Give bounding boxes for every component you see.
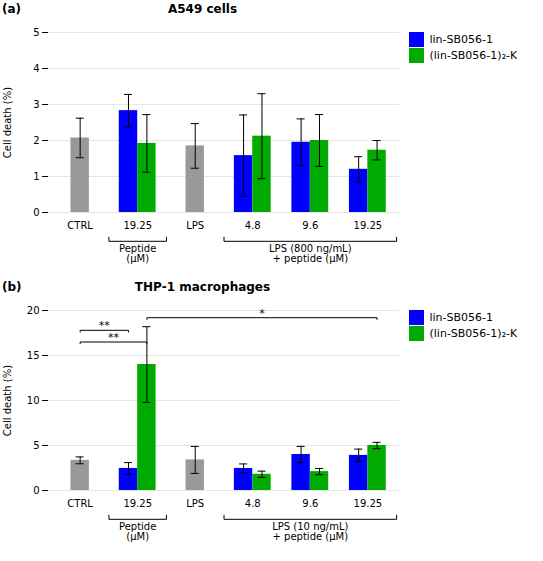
svg-text:5: 5 (33, 440, 39, 451)
html-text:lin-SB056-1: lin-SB056-1 (429, 33, 493, 46)
svg-text:LPS (10 ng/mL)+ peptide (μM): LPS (10 ng/mL)+ peptide (μM) (272, 521, 348, 542)
svg-text:4: 4 (33, 63, 39, 74)
svg-text:15: 15 (27, 350, 40, 361)
svg-text:4.8: 4.8 (245, 498, 261, 509)
html-text:lin-SB056-1: lin-SB056-1 (429, 311, 493, 324)
svg-text:*: * (259, 307, 265, 320)
html-text:A549 cells: A549 cells (167, 2, 238, 16)
svg-text:Peptide(μM): Peptide(μM) (119, 521, 156, 542)
html-text:(lin-SB056-1)₂-K: (lin-SB056-1)₂-K (429, 327, 518, 340)
svg-text:LPS (800 ng/mL)+ peptide (μM): LPS (800 ng/mL)+ peptide (μM) (269, 243, 352, 264)
svg-text:0: 0 (33, 485, 39, 496)
svg-text:LPS: LPS (186, 220, 204, 231)
html-text:(lin-SB056-1)₂-K: (lin-SB056-1)₂-K (429, 49, 518, 62)
svg-text:19.25: 19.25 (123, 220, 152, 231)
svg-text:CTRL: CTRL (67, 498, 93, 509)
svg-text:**: ** (108, 331, 120, 344)
svg-text:19.25: 19.25 (354, 220, 383, 231)
svg-text:19.25: 19.25 (354, 498, 383, 509)
svg-text:19.25: 19.25 (123, 498, 152, 509)
svg-text:9.6: 9.6 (302, 498, 318, 509)
html-text:(b): (b) (2, 280, 22, 294)
svg-text:10: 10 (27, 395, 40, 406)
svg-text:Cell death (%): Cell death (%) (2, 87, 13, 158)
svg-text:4.8: 4.8 (245, 220, 261, 231)
svg-text:0: 0 (33, 207, 39, 218)
svg-text:2: 2 (33, 135, 39, 146)
html-text:THP-1 macrophages: THP-1 macrophages (134, 280, 271, 294)
svg-text:Cell death (%): Cell death (%) (2, 365, 13, 436)
svg-text:CTRL: CTRL (67, 220, 93, 231)
html-text:(a): (a) (2, 2, 22, 16)
svg-text:Peptide(μM): Peptide(μM) (119, 243, 156, 264)
svg-text:20: 20 (27, 305, 40, 316)
svg-text:9.6: 9.6 (302, 220, 318, 231)
svg-text:3: 3 (33, 99, 39, 110)
svg-text:5: 5 (33, 27, 39, 38)
svg-text:LPS: LPS (186, 498, 204, 509)
svg-text:1: 1 (33, 171, 39, 182)
